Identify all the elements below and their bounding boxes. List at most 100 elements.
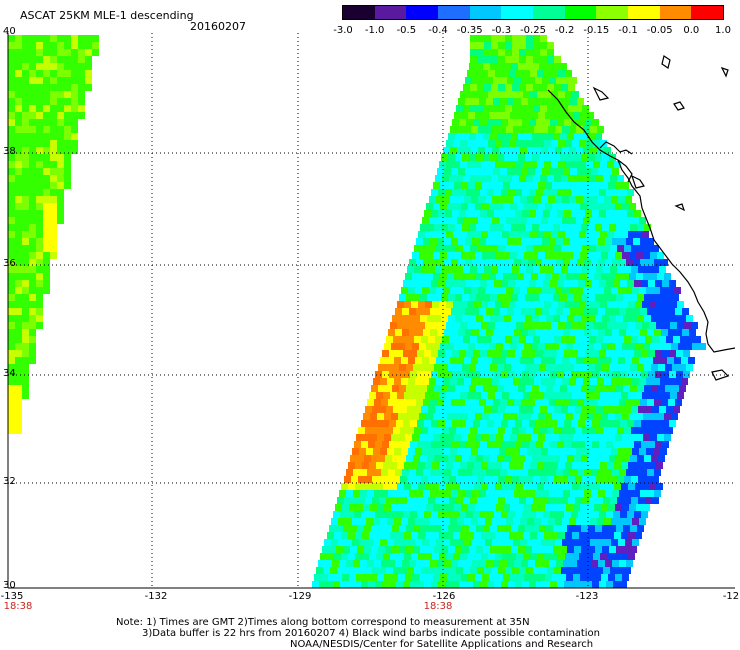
wind-cell (571, 581, 578, 588)
wind-cell (639, 448, 646, 455)
wind-cell (401, 539, 408, 546)
wind-cell (435, 175, 442, 182)
lat-label: 34 (3, 368, 16, 379)
wind-cell (431, 371, 438, 378)
wind-cell (612, 399, 619, 406)
wind-cell (524, 203, 531, 210)
wind-cell (422, 357, 429, 364)
wind-cell (562, 147, 569, 154)
wind-cell (596, 266, 603, 273)
wind-cell (541, 196, 548, 203)
wind-cell (530, 483, 537, 490)
wind-cell (388, 399, 395, 406)
wind-cell (691, 322, 698, 329)
wind-cell (694, 336, 701, 343)
wind-cell (636, 413, 643, 420)
wind-cell (547, 406, 554, 413)
wind-cell (451, 329, 458, 336)
wind-cell (656, 301, 663, 308)
wind-cell (461, 434, 468, 441)
wind-cell (574, 224, 581, 231)
wind-cell (494, 210, 501, 217)
wind-cell (71, 91, 78, 98)
wind-cell (540, 427, 547, 434)
wind-cell (522, 441, 529, 448)
wind-cell (638, 245, 645, 252)
wind-cell (469, 294, 476, 301)
wind-cell (394, 448, 401, 455)
wind-cell (399, 315, 406, 322)
wind-cell (22, 140, 29, 147)
wind-cell (563, 469, 570, 476)
wind-cell (509, 91, 516, 98)
wind-cell (598, 329, 605, 336)
wind-cell (648, 371, 655, 378)
wind-cell (449, 406, 456, 413)
wind-cell (610, 567, 617, 574)
wind-cell (543, 420, 550, 427)
wind-cell (509, 70, 516, 77)
wind-cell (498, 497, 505, 504)
wind-cell (657, 434, 664, 441)
wind-cell (8, 140, 15, 147)
wind-cell (57, 126, 64, 133)
wind-cell (525, 63, 532, 70)
wind-cell (448, 294, 455, 301)
wind-cell (603, 245, 610, 252)
wind-cell (375, 511, 382, 518)
wind-cell (443, 147, 450, 154)
wind-cell (522, 210, 529, 217)
wind-cell (542, 399, 549, 406)
wind-cell (608, 252, 615, 259)
wind-cell (503, 182, 510, 189)
wind-cell (649, 322, 656, 329)
wind-cell (475, 252, 482, 259)
wind-cell (516, 462, 523, 469)
wind-cell (394, 378, 401, 385)
wind-cell (483, 364, 490, 371)
wind-cell (387, 518, 394, 525)
wind-cell (545, 182, 552, 189)
wind-cell (437, 168, 444, 175)
wind-cell (388, 560, 395, 567)
wind-cell (407, 266, 414, 273)
wind-cell (36, 42, 43, 49)
wind-cell (514, 308, 521, 315)
wind-cell (478, 287, 485, 294)
wind-cell (413, 525, 420, 532)
wind-cell (667, 378, 674, 385)
wind-cell (15, 56, 22, 63)
wind-cell (581, 154, 588, 161)
wind-cell (477, 49, 484, 56)
wind-cell (617, 567, 624, 574)
wind-cell (348, 532, 355, 539)
wind-cell (492, 357, 499, 364)
wind-cell (655, 371, 662, 378)
wind-cell (469, 385, 476, 392)
wind-cell (583, 539, 590, 546)
wind-cell (606, 581, 613, 588)
wind-cell (554, 336, 561, 343)
wind-cell (477, 84, 484, 91)
wind-cell (529, 511, 536, 518)
wind-cell (409, 469, 416, 476)
wind-cell (612, 560, 619, 567)
wind-cell (416, 329, 423, 336)
wind-cell (557, 581, 564, 588)
wind-cell (512, 105, 519, 112)
wind-cell (8, 315, 15, 322)
wind-cell (692, 343, 699, 350)
wind-cell (658, 315, 665, 322)
wind-cell (447, 413, 454, 420)
coastline (547, 55, 736, 381)
wind-cell (22, 210, 29, 217)
wind-cell (520, 518, 527, 525)
wind-cell (526, 406, 533, 413)
wind-cell (620, 371, 627, 378)
wind-cell (386, 406, 393, 413)
wind-cell (627, 420, 634, 427)
wind-cell (435, 266, 442, 273)
wind-cell (537, 301, 544, 308)
wind-cell (438, 441, 445, 448)
wind-cell (381, 469, 388, 476)
